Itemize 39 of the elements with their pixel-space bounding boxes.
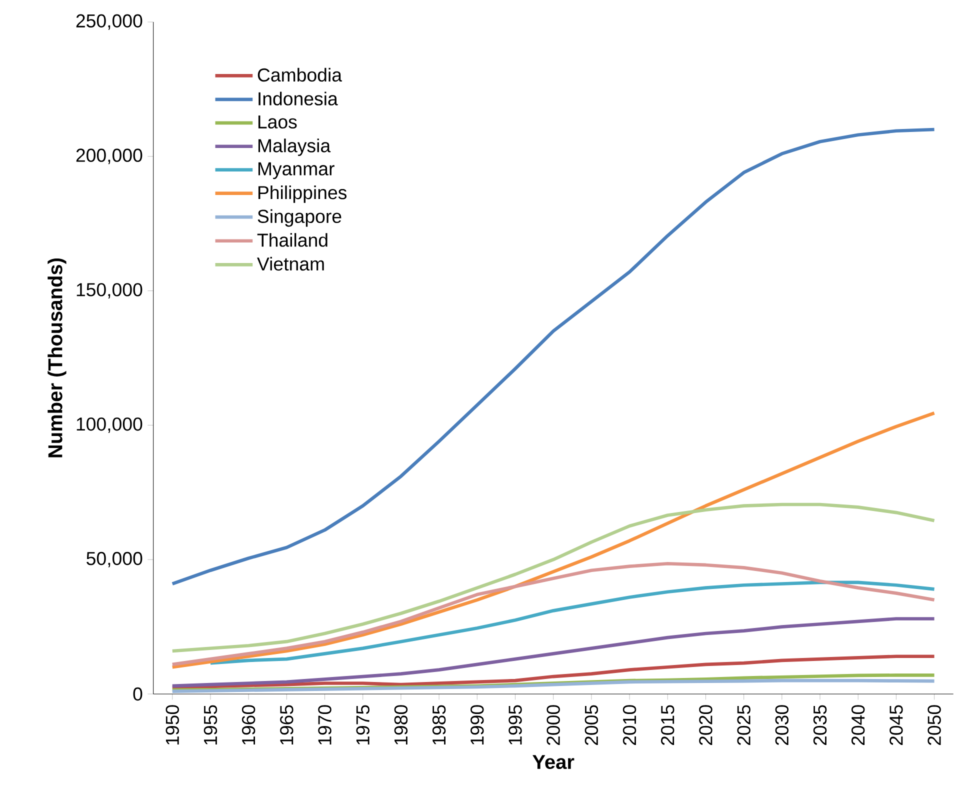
x-tick-label: 2025 [737, 705, 750, 745]
x-tick-label: 1995 [508, 705, 522, 745]
legend-label: Indonesia [258, 92, 338, 106]
x-tick-label: 1985 [432, 705, 446, 745]
y-tick-label: 100,000 [76, 417, 142, 433]
y-tick-label: 250,000 [76, 14, 142, 30]
legend-label: Malaysia [258, 138, 331, 156]
legend-label: Thailand [257, 233, 328, 247]
x-tick-label: 2000 [546, 705, 560, 745]
x-tick-label: 1980 [394, 705, 408, 745]
x-tick-label: 2015 [661, 705, 674, 745]
y-tick-label: 0 [133, 687, 142, 701]
legend-label: Vietnam [257, 256, 324, 271]
x-tick-label: 1990 [470, 705, 484, 745]
x-tick-label: 2050 [928, 705, 941, 745]
x-tick-label: 1975 [356, 705, 370, 745]
x-tick-label: 2045 [890, 705, 903, 745]
x-tick-label: 1950 [166, 705, 179, 745]
legend-label: Laos [258, 116, 297, 129]
x-tick-label: 1955 [204, 705, 218, 745]
legend-label: Cambodia [258, 68, 342, 82]
legend-label: Philippines [258, 186, 347, 203]
line-series [170, 562, 936, 666]
x-tick-label: 2010 [622, 705, 636, 745]
y-axis-title: Number (Thousands) [48, 258, 66, 458]
x-axis-title: Year [532, 755, 574, 770]
x-tick-label: 2035 [813, 705, 827, 745]
x-tick-label: 2030 [775, 705, 789, 745]
y-tick-label: 200,000 [76, 148, 142, 164]
y-tick-label: 50,000 [86, 552, 142, 568]
x-tick-label: 2020 [699, 705, 712, 745]
x-tick-label: 1965 [280, 705, 294, 745]
x-tick-label: 2040 [851, 705, 865, 745]
legend-label: Myanmar [258, 162, 334, 180]
x-tick-label: 1970 [318, 705, 332, 745]
x-tick-label: 2005 [584, 705, 598, 745]
x-tick-label: 1960 [242, 705, 256, 745]
legend-label: Singapore [258, 209, 342, 227]
y-tick-label: 150,000 [76, 283, 142, 299]
